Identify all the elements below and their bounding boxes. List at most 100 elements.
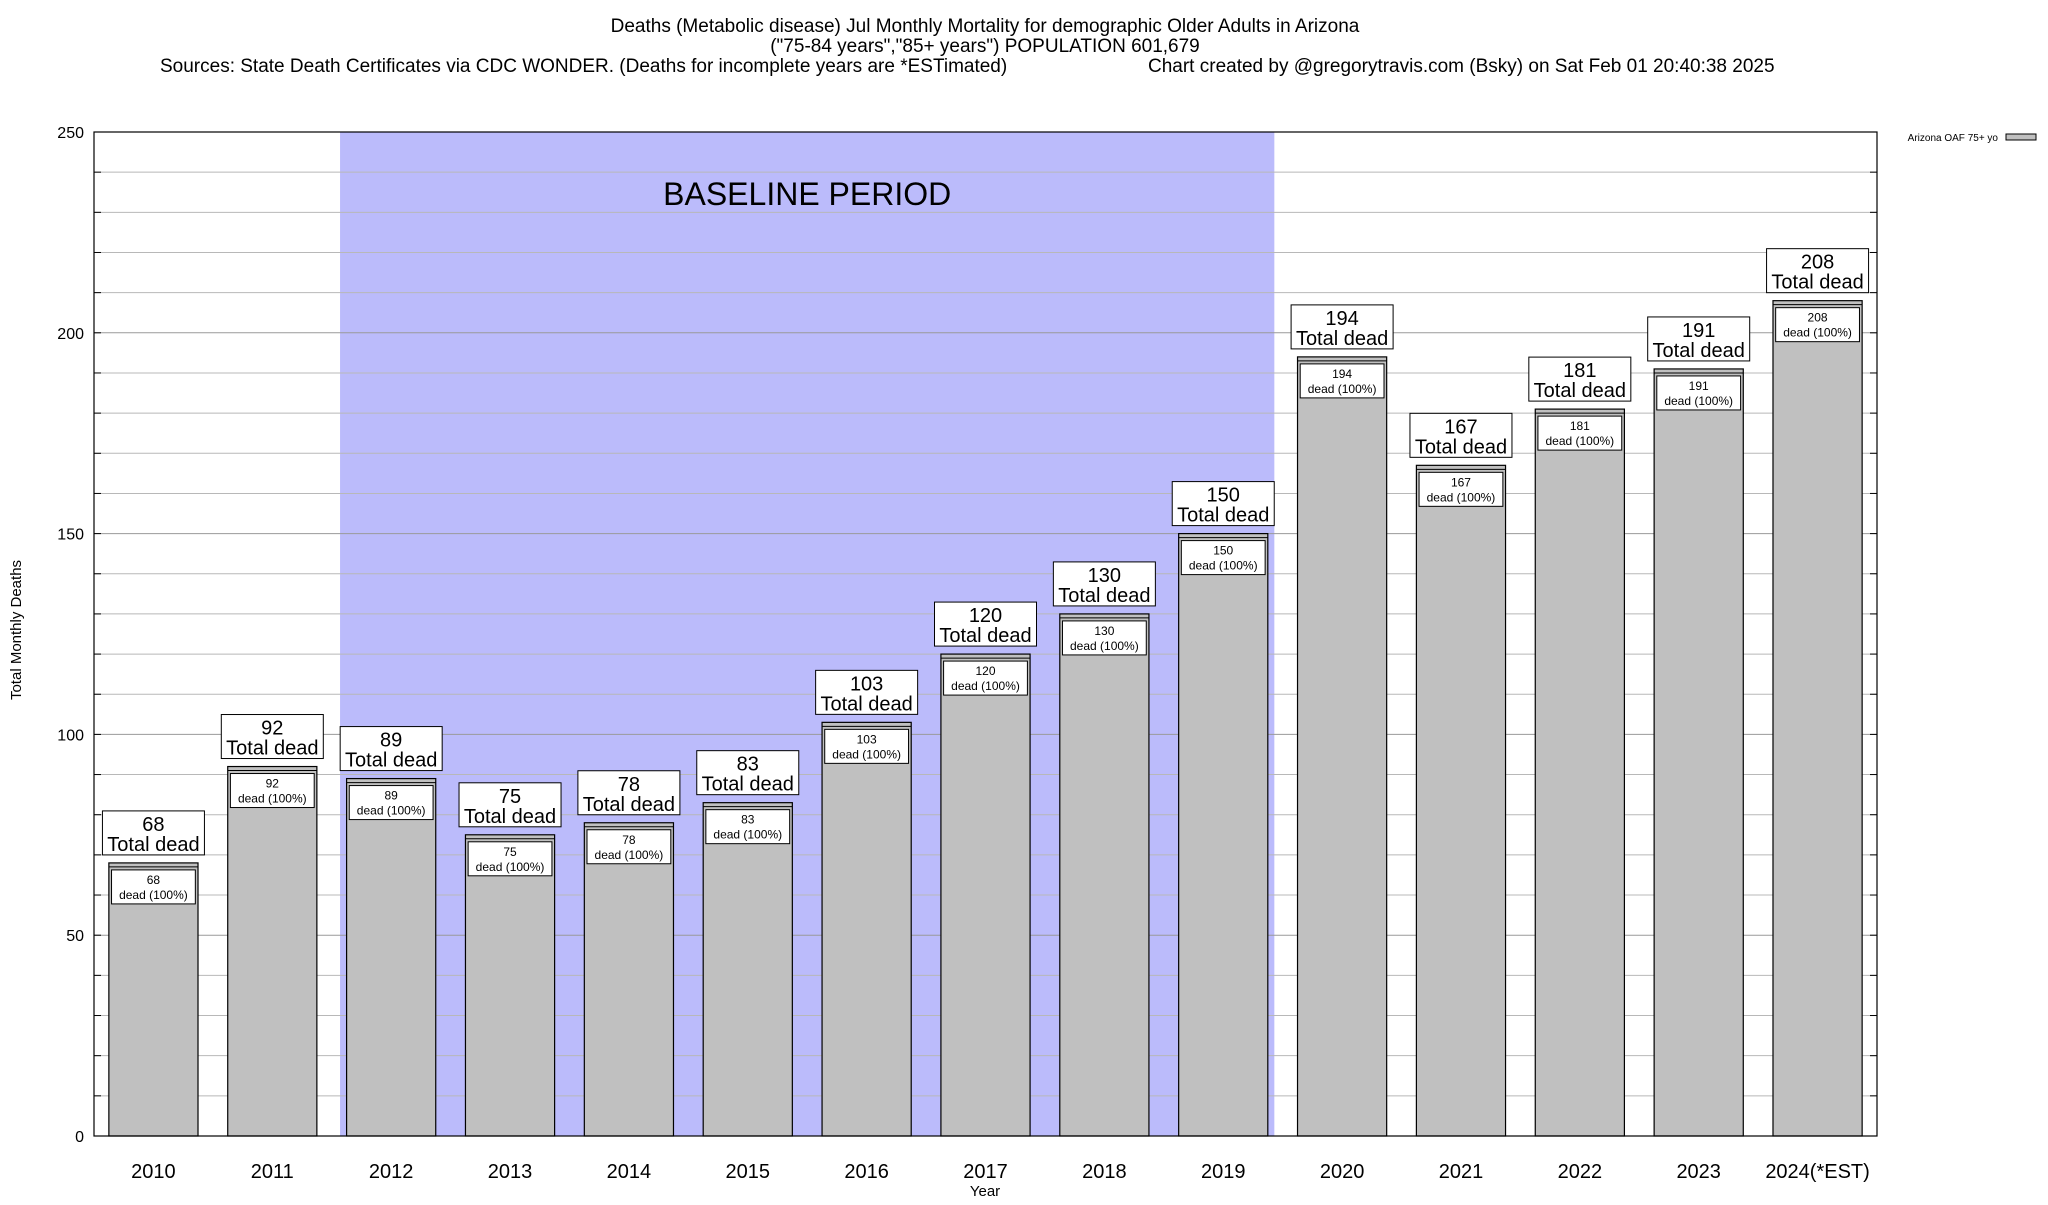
- inner-value-label: 194: [1332, 367, 1352, 381]
- total-dead-label: Total dead: [1415, 436, 1507, 458]
- plot-frame: [93, 131, 1878, 1137]
- total-dead-label: Total dead: [1296, 328, 1388, 350]
- legend: Arizona OAF 75+ yo: [1908, 133, 2037, 144]
- total-label-box: [458, 782, 562, 828]
- inner-label-box: [586, 829, 672, 865]
- total-value-label: 92: [261, 718, 283, 740]
- total-dead-label: Total dead: [1058, 585, 1150, 607]
- total-value-label: 167: [1444, 416, 1477, 438]
- baseline-label: BASELINE PERIOD: [663, 176, 951, 212]
- bar: [345, 777, 437, 1137]
- total-dead-label: Total dead: [1534, 380, 1626, 402]
- chart-subtitle: ("75-84 years","85+ years") POPULATION 6…: [770, 36, 1200, 57]
- bar: [108, 862, 199, 1137]
- inner-value-label: 120: [975, 664, 995, 678]
- total-dead-label: Total dead: [1771, 272, 1863, 294]
- y-tick-label: 0: [75, 1129, 84, 1146]
- total-label-box: [1647, 316, 1751, 362]
- x-tick-label: 2024(*EST): [1765, 1161, 1870, 1183]
- total-value-label: 208: [1801, 252, 1834, 274]
- x-tick-label: 2016: [844, 1161, 889, 1183]
- total-label-box: [339, 726, 443, 772]
- inner-value-label: 130: [1094, 624, 1114, 638]
- inner-percent-label: dead (100%): [713, 828, 782, 842]
- total-label-box: [815, 669, 919, 715]
- total-value-label: 191: [1682, 320, 1715, 342]
- y-tick-label: 150: [57, 527, 84, 544]
- inner-value-label: 167: [1451, 475, 1471, 489]
- inner-label-box: [824, 728, 910, 764]
- inner-value-label: 78: [622, 833, 636, 847]
- bar: [702, 802, 793, 1137]
- inner-percent-label: dead (100%): [595, 848, 664, 862]
- inner-value-label: 181: [1570, 419, 1590, 433]
- x-tick-label: 2020: [1320, 1161, 1365, 1183]
- total-label-box: [1409, 412, 1513, 458]
- inner-percent-label: dead (100%): [119, 888, 188, 902]
- inner-label-box: [348, 785, 434, 821]
- inner-label-box: [705, 809, 791, 845]
- inner-value-label: 103: [857, 732, 877, 746]
- inner-label-box: [467, 841, 553, 877]
- y-tick-label: 200: [57, 326, 84, 343]
- legend-swatch: [2005, 133, 2037, 141]
- inner-percent-label: dead (100%): [951, 679, 1020, 693]
- total-label-box: [1766, 248, 1870, 294]
- inner-percent-label: dead (100%): [476, 860, 545, 874]
- x-tick-label: 2010: [131, 1161, 176, 1183]
- total-dead-label: Total dead: [583, 794, 675, 816]
- total-dead-label: Total dead: [107, 834, 199, 856]
- inner-value-label: 89: [384, 789, 398, 803]
- inner-value-label: 92: [266, 777, 280, 791]
- x-tick-label: 2011: [251, 1161, 294, 1183]
- chart-sources: Sources: State Death Certificates via CD…: [160, 56, 1007, 77]
- total-dead-label: Total dead: [226, 738, 318, 760]
- bar: [1178, 532, 1269, 1137]
- y-tick-label: 100: [57, 727, 84, 744]
- chart-title: Deaths (Metabolic disease) Jul Monthly M…: [611, 16, 1360, 37]
- inner-percent-label: dead (100%): [1427, 490, 1496, 504]
- total-value-label: 150: [1207, 485, 1240, 507]
- bar: [227, 765, 318, 1137]
- total-dead-label: Total dead: [702, 774, 794, 796]
- x-tick-label: 2021: [1439, 1161, 1484, 1183]
- inner-label-box: [111, 869, 196, 905]
- bar: [1415, 464, 1507, 1137]
- inner-percent-label: dead (100%): [1308, 382, 1377, 396]
- total-value-label: 181: [1563, 360, 1596, 382]
- inner-percent-label: dead (100%): [1070, 639, 1139, 653]
- total-label-box: [101, 810, 205, 856]
- total-value-label: 68: [142, 814, 164, 836]
- inner-value-label: 75: [503, 845, 517, 859]
- inner-label-box: [1061, 620, 1147, 656]
- x-tick-label: 2018: [1082, 1161, 1127, 1183]
- inner-label-box: [1418, 471, 1504, 507]
- x-tick-label: 2023: [1676, 1161, 1721, 1183]
- x-axis-label: Year: [970, 1183, 1000, 1200]
- inner-label-box: [229, 773, 315, 809]
- bar: [821, 721, 912, 1137]
- inner-label-box: [943, 660, 1028, 696]
- chart-credit: Chart created by @gregorytravis.com (Bsk…: [1148, 56, 1775, 77]
- inner-value-label: 150: [1213, 544, 1233, 558]
- total-label-box: [1171, 481, 1275, 527]
- inner-value-label: 191: [1689, 379, 1709, 393]
- total-dead-label: Total dead: [939, 625, 1031, 647]
- x-tick-label: 2017: [963, 1161, 1008, 1183]
- inner-percent-label: dead (100%): [1664, 394, 1733, 408]
- total-dead-label: Total dead: [1177, 505, 1269, 527]
- legend-entry-label: Arizona OAF 75+ yo: [1908, 133, 1999, 144]
- bar: [583, 822, 675, 1137]
- inner-percent-label: dead (100%): [1545, 434, 1614, 448]
- inner-label-box: [1656, 375, 1742, 411]
- inner-percent-label: dead (100%): [1783, 326, 1852, 340]
- total-value-label: 103: [850, 673, 883, 695]
- inner-value-label: 208: [1808, 311, 1828, 325]
- bar: [940, 653, 1031, 1137]
- inner-percent-label: dead (100%): [357, 804, 426, 818]
- x-tick-label: 2022: [1558, 1161, 1603, 1183]
- x-tick-label: 2019: [1201, 1161, 1246, 1183]
- total-value-label: 89: [380, 730, 402, 752]
- x-tick-label: 2014: [607, 1161, 652, 1183]
